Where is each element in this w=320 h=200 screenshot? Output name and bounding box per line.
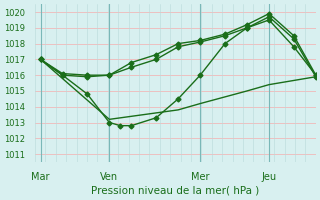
- X-axis label: Pression niveau de la mer( hPa ): Pression niveau de la mer( hPa ): [91, 186, 260, 196]
